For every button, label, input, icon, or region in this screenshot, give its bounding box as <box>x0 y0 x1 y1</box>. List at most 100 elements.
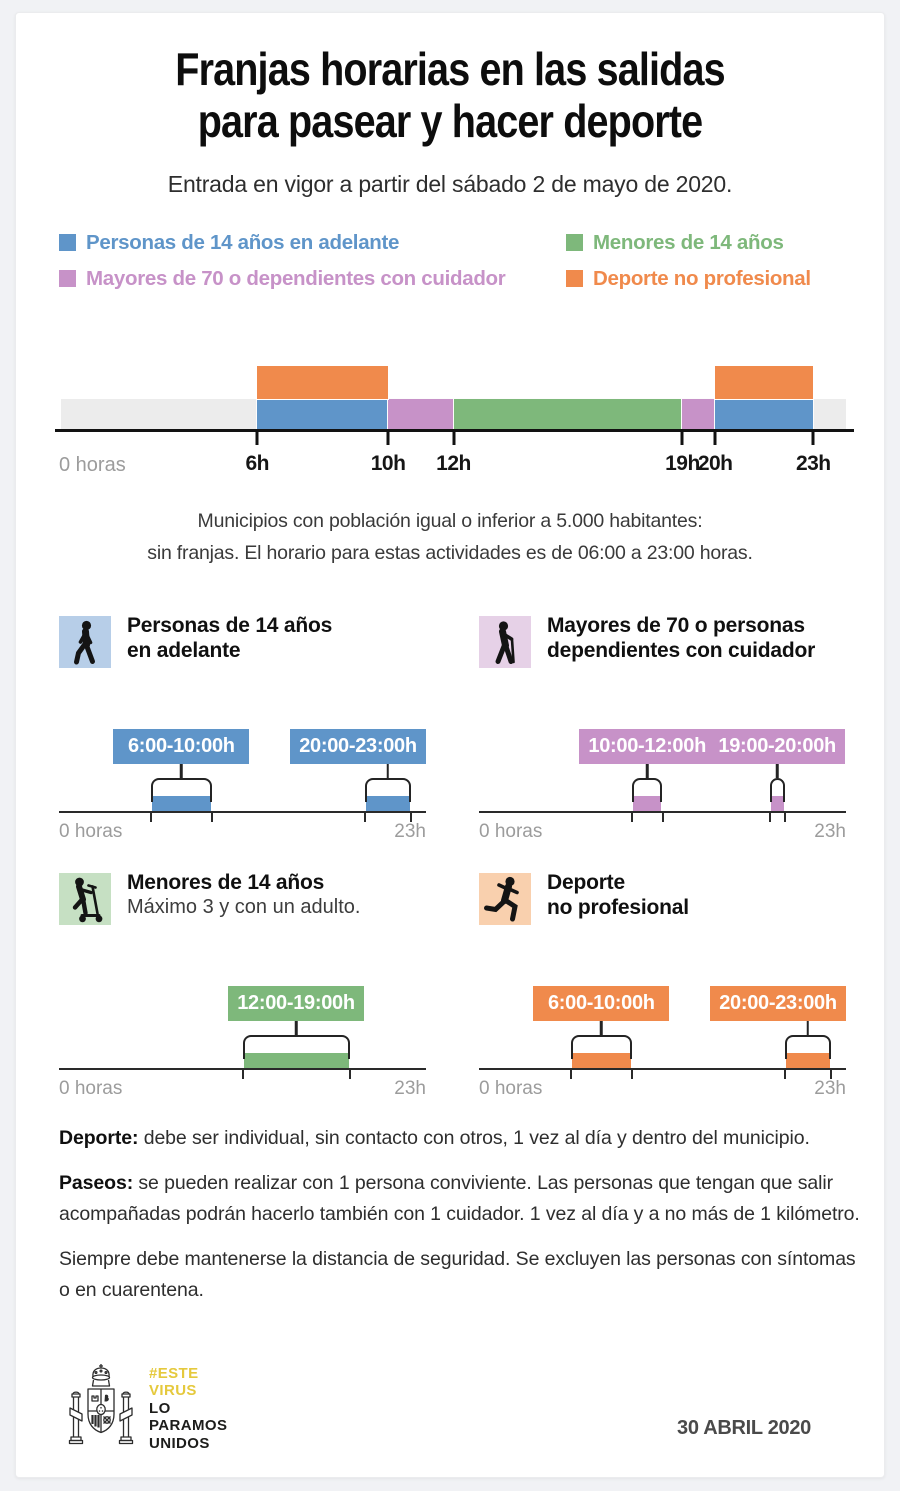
panel-axis-tick-mayores-70 <box>768 811 771 822</box>
range-bracket-deporte <box>784 1020 831 1059</box>
range-bar-menores-14 <box>243 1053 349 1068</box>
bracket-stem <box>294 1020 298 1035</box>
range-bracket-personas-14 <box>150 763 212 802</box>
time-badge-menores-14: 12:00-19:00h <box>228 986 365 1021</box>
time-badge-mayores-70: 19:00-20:00h <box>709 729 846 764</box>
range-bracket-mayores-70 <box>631 763 663 802</box>
range-bracket-menores-14 <box>242 1020 350 1059</box>
legend-item-deporte: Deporte no profesional <box>566 267 811 290</box>
panel-axis-tick-deporte <box>569 1068 572 1079</box>
panel-axis-line-deporte <box>479 1068 846 1070</box>
panel-axis-start-label-mayores-70: 0 horas <box>479 821 543 842</box>
panel-axis-tick-deporte <box>829 1068 832 1079</box>
timeline-segment-mayores-70 <box>682 399 716 429</box>
legend-label-mayores-70: Mayores de 70 o dependientes con cuidado… <box>86 267 506 290</box>
child-on-scooter-icon <box>59 873 111 925</box>
note-deporte-lead: Deporte: <box>59 1127 139 1149</box>
legend-column-right: Menores de 14 años Deporte no profesional <box>566 231 811 303</box>
panel-title-mayores-70: Mayores de 70 o personas dependientes con… <box>547 614 816 662</box>
municipios-note-line-2: sin franjas. El horario para estas activ… <box>147 542 753 564</box>
axis-tick-20h <box>713 432 717 445</box>
spain-coat-of-arms-icon <box>61 1361 141 1458</box>
panel-axis-end-label-personas-14: 23h <box>394 821 426 842</box>
note-paseos: Paseos: se pueden realizar con 1 persona… <box>59 1168 861 1230</box>
campaign-line-virus: VIRUS <box>149 1382 197 1400</box>
timeline-segment-mayores-70 <box>388 399 454 429</box>
bracket-stem <box>600 1020 603 1035</box>
range-bracket-deporte <box>570 1020 632 1059</box>
axis-tick-label-23h: 23h <box>795 452 831 475</box>
legend-swatch-menores-14 <box>566 234 583 251</box>
panel-axis-tick-mayores-70 <box>783 811 786 822</box>
legend-label-deporte: Deporte no profesional <box>593 267 811 290</box>
axis-tick-label-10h: 10h <box>370 452 406 475</box>
legend-swatch-deporte <box>566 270 583 287</box>
axis-tick-6h <box>255 432 259 445</box>
note-paseos-text: se pueden realizar con 1 persona convivi… <box>59 1172 860 1225</box>
panel-axis-tick-mayores-70 <box>661 811 664 822</box>
panel-axis-start-label-menores-14: 0 horas <box>59 1078 123 1099</box>
axis-tick-label-12h: 12h <box>436 452 471 475</box>
walking-person-icon <box>59 616 111 668</box>
campaign-line-este: #ESTE <box>149 1365 199 1382</box>
panel-axis-tick-personas-14 <box>363 811 366 822</box>
panel-axis-tick-menores-14 <box>348 1068 351 1079</box>
publication-date: 30 ABRIL 2020 <box>677 1417 811 1439</box>
panel-axis-end-label-deporte: 23h <box>814 1078 846 1099</box>
legend-label-menores-14: Menores de 14 años <box>593 231 784 254</box>
campaign-line-lo: LO <box>149 1399 171 1417</box>
title-line-2: para pasear y hacer deporte <box>197 95 703 147</box>
panel-personas-14: Personas de 14 años en adelante 6:00-10:00… <box>59 614 426 856</box>
note-distancia-text: Siempre debe mantenerse la distancia de … <box>59 1248 856 1301</box>
bracket-stem <box>645 763 649 778</box>
panel-axis-tick-deporte <box>783 1068 786 1079</box>
municipios-note: Municipios con población igual o inferio… <box>16 505 884 569</box>
panel-menores-14: Menores de 14 años Máximo 3 y con un adul… <box>59 871 426 1113</box>
panel-mayores-70: Mayores de 70 o personas dependientes con… <box>479 614 846 856</box>
bracket-stem <box>386 763 390 778</box>
timeline-axis-line <box>55 429 854 432</box>
panel-axis-tick-personas-14 <box>210 811 213 822</box>
axis-tick-23h <box>811 432 815 445</box>
timeline-overlay-segment-deporte <box>715 366 814 399</box>
range-bar-deporte <box>785 1053 830 1068</box>
range-bar-personas-14 <box>151 796 211 811</box>
time-badge-deporte: 20:00-23:00h <box>710 986 846 1021</box>
rules-notes: Deporte: debe ser individual, sin contac… <box>59 1123 861 1320</box>
timeline-segment-menores-14 <box>453 399 683 429</box>
panel-axis-tick-menores-14 <box>241 1068 244 1079</box>
page-title: Franjas horarias en las salidas para pas… <box>77 43 823 147</box>
axis-tick-label-20h: 20h <box>697 452 733 475</box>
campaign-logo-text: #ESTE VIRUS LO PARAMOS UNIDOS <box>149 1365 227 1452</box>
time-badge-mayores-70: 10:00-12:00h <box>579 729 716 764</box>
axis-tick-label-6h: 6h <box>245 452 270 475</box>
note-deporte-text: debe ser individual, sin contacto con ot… <box>138 1127 810 1149</box>
municipios-note-line-1: Municipios con población igual o inferio… <box>197 510 703 532</box>
range-bar-mayores-70 <box>632 796 662 811</box>
infographic-card: Franjas horarias en las salidas para pas… <box>15 12 885 1478</box>
range-bracket-personas-14 <box>364 763 411 802</box>
panel-axis-start-label-personas-14: 0 horas <box>59 821 123 842</box>
elderly-with-cane-icon <box>479 616 531 668</box>
effective-date-note: Entrada en vigor a partir del sábado 2 d… <box>167 171 733 197</box>
panel-title-deporte: Deporte no profesional <box>547 871 689 919</box>
time-badge-personas-14: 20:00-23:00h <box>290 729 426 764</box>
timeline-segment-personas-14 <box>715 399 814 429</box>
bracket-stem <box>180 763 183 778</box>
panel-axis-start-label-deporte: 0 horas <box>479 1078 543 1099</box>
panel-title-menores-14: Menores de 14 años <box>127 871 325 894</box>
note-deporte: Deporte: debe ser individual, sin contac… <box>59 1123 861 1154</box>
range-bar-deporte <box>571 1053 631 1068</box>
range-bar-personas-14 <box>365 796 410 811</box>
legend-label-personas-14: Personas de 14 años en adelante <box>86 231 400 254</box>
panel-axis-line-personas-14 <box>59 811 426 813</box>
panel-deporte: Deporte no profesional 6:00-10:00h 20:00-23… <box>479 871 846 1113</box>
time-badge-personas-14: 6:00-10:00h <box>113 729 250 764</box>
legend-item-mayores-70: Mayores de 70 o dependientes con cuidado… <box>59 267 506 290</box>
axis-tick-label-19h: 19h <box>665 452 700 475</box>
panel-axis-tick-personas-14 <box>149 811 152 822</box>
title-line-1: Franjas horarias en las salidas <box>175 43 725 95</box>
legend-column-left: Personas de 14 años en adelante Mayores d… <box>59 231 506 303</box>
bracket-stem <box>806 1020 810 1035</box>
